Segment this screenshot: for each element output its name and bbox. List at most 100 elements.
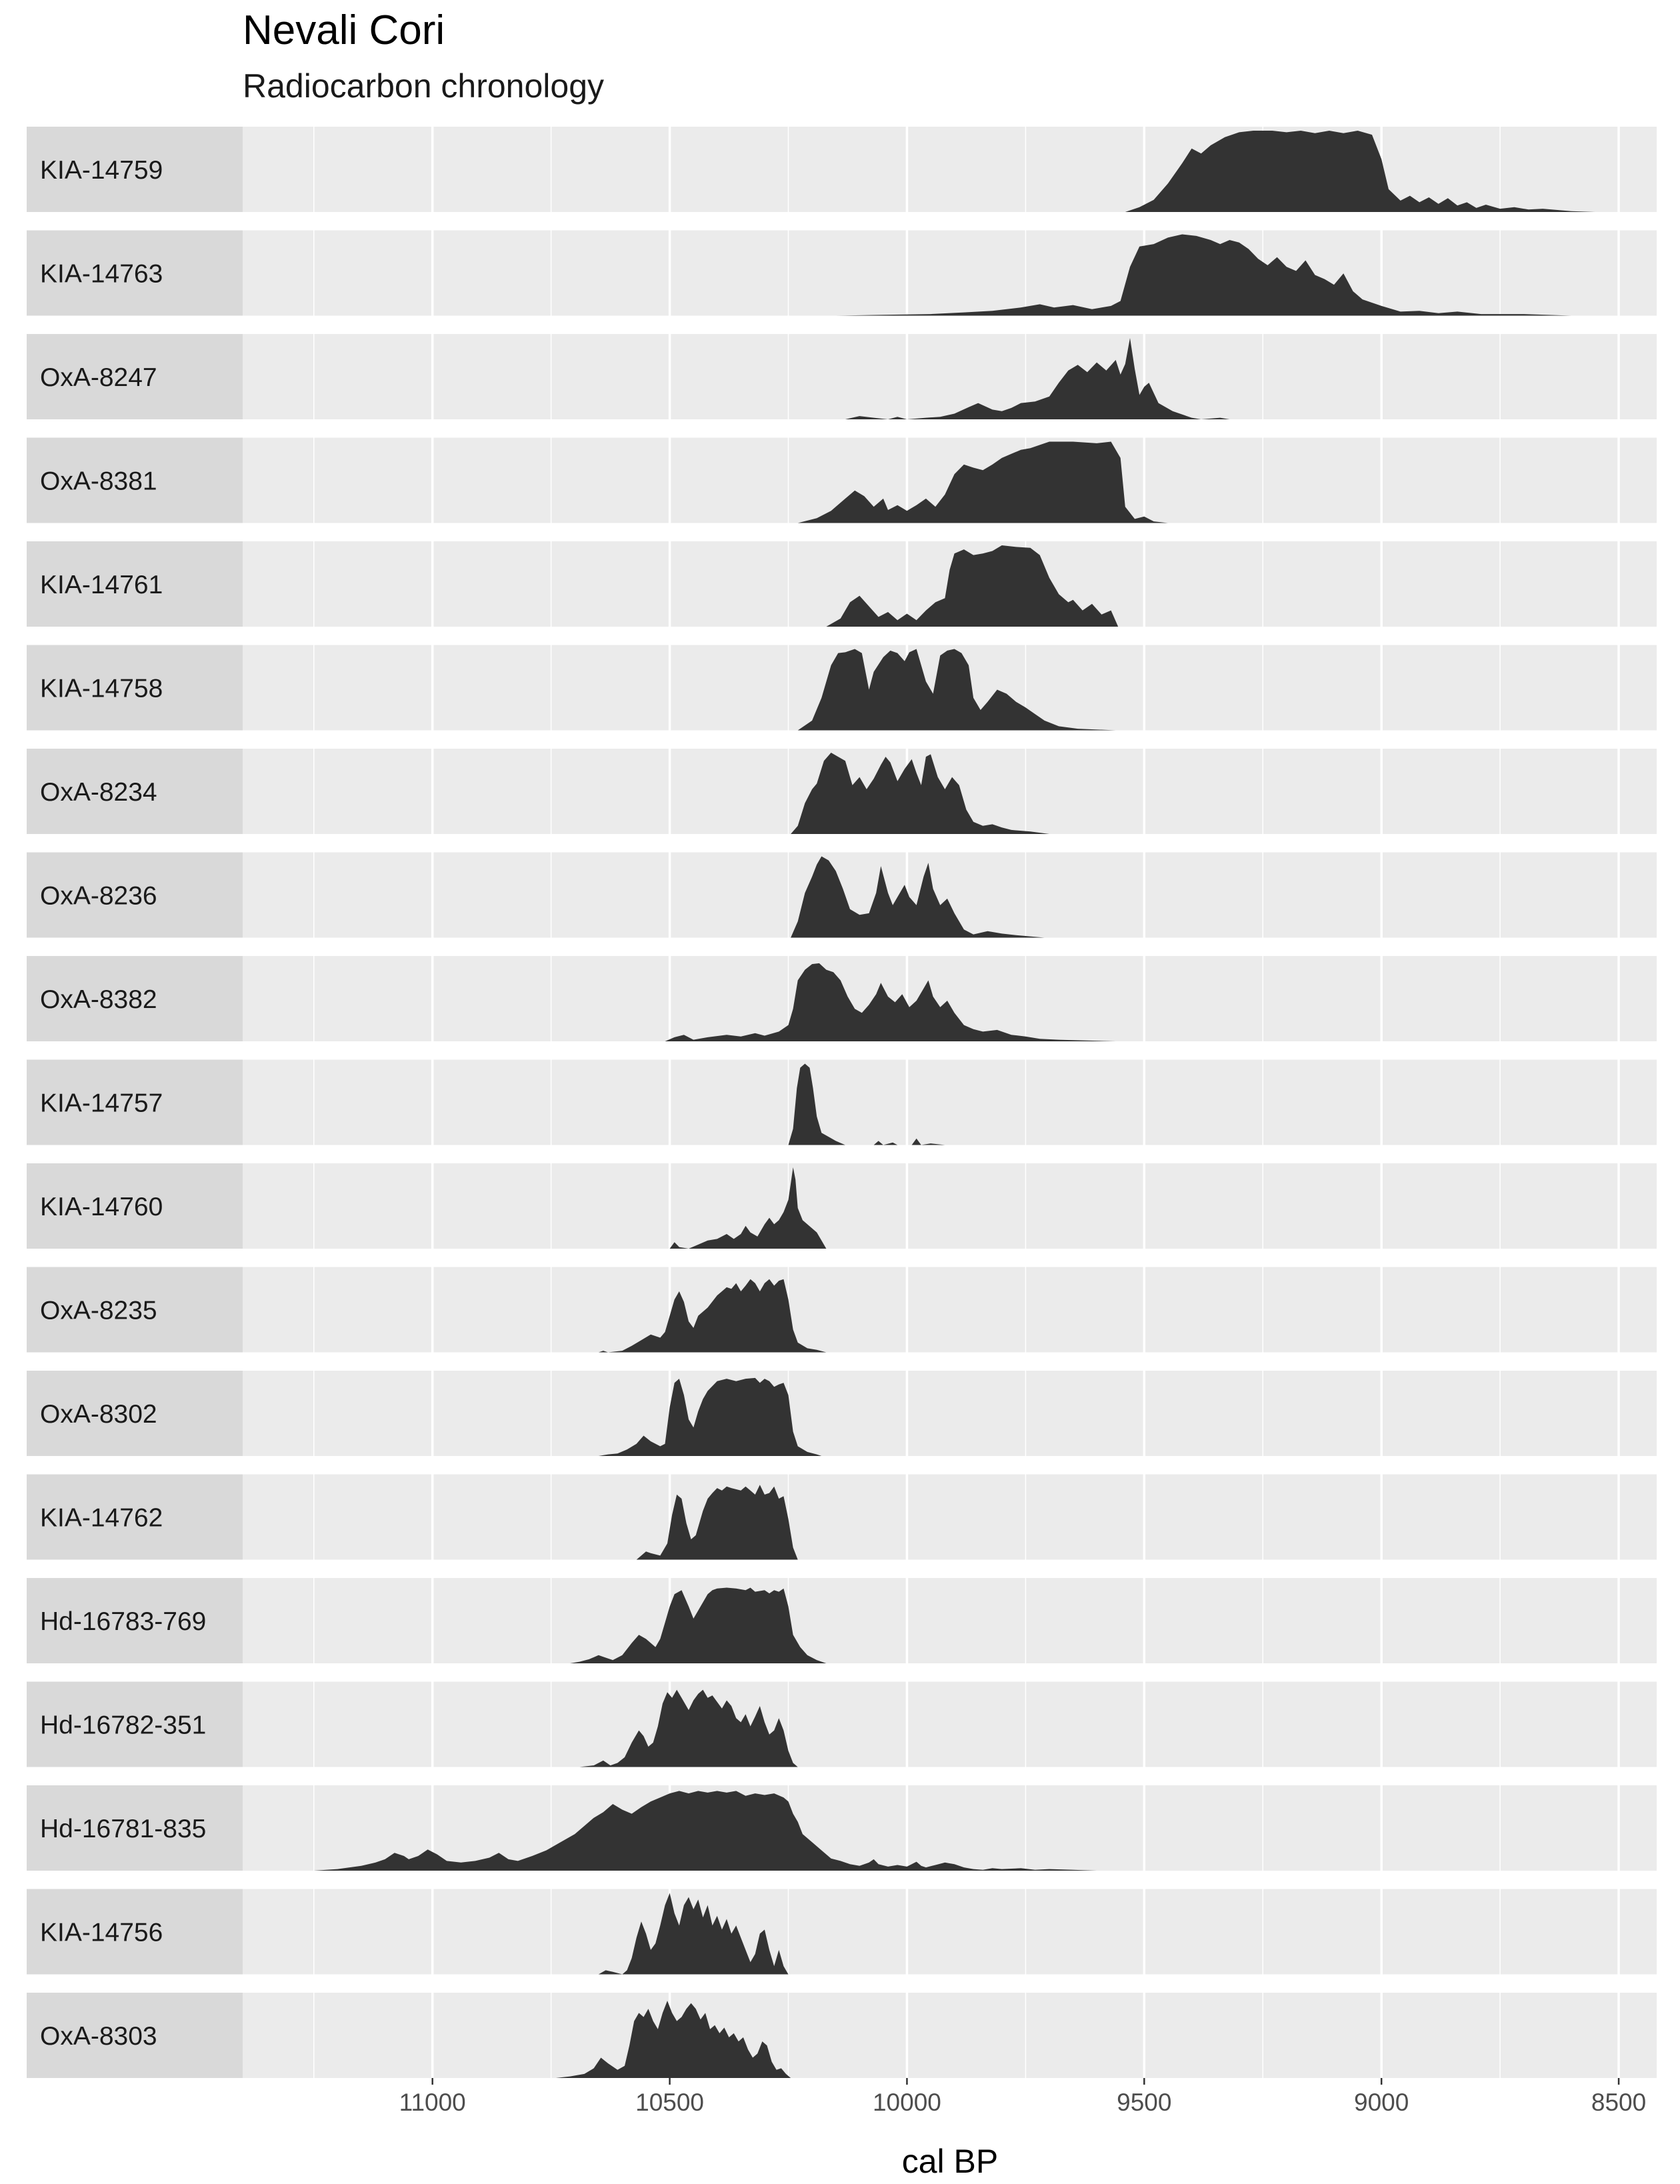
x-tick-label: 8500 [1591,2089,1646,2116]
density-area [797,441,1168,523]
density-area [555,2001,791,2078]
facet-row: KIA-14757 [27,1059,1657,1145]
strip-background [27,541,243,627]
density-area [797,649,1116,731]
panel-background [243,334,1657,419]
strip-label: KIA-14763 [40,260,163,289]
density-area [636,1485,798,1560]
density-area [845,338,1230,419]
strip-background [27,852,243,938]
facet-row: OxA-8381 [27,437,1657,523]
strip-background [27,1889,243,1975]
panel-background [243,1474,1657,1560]
strip-label: OxA-8247 [40,363,157,392]
panel-background [243,1785,1657,1871]
density-area [665,963,1116,1041]
facet-row: OxA-8303 [27,1993,1657,2078]
panel-background [243,1267,1657,1353]
facet-row: KIA-14756 [27,1889,1657,1975]
density-area [598,1279,827,1353]
density-area [835,234,1571,316]
strip-background [27,645,243,731]
panels-layer: KIA-14759 KIA-14763 OxA-8247 OxA-8381 KIA-14… [27,127,1657,2078]
strip-background [27,1059,243,1145]
facet-row: KIA-14762 [27,1474,1657,1560]
strip-label: KIA-14761 [40,571,163,599]
strip-background [27,1371,243,1456]
strip-label: Hd-16782-351 [40,1711,206,1740]
chart-title: Nevali Cori [243,7,445,53]
density-area [313,1791,1097,1871]
panel-background [243,1578,1657,1663]
facet-row: KIA-14760 [27,1163,1657,1249]
panel-background [243,127,1657,212]
density-area [791,856,1045,938]
density-area [598,1377,822,1456]
strip-background [27,1163,243,1249]
strip-background [27,230,243,316]
strip-background [27,1785,243,1871]
strip-label: Hd-16781-835 [40,1815,206,1843]
x-tick-label: 11000 [399,2089,466,2116]
facet-row: KIA-14763 [27,230,1657,316]
facet-row: KIA-14758 [27,645,1657,731]
strip-label: Hd-16783-769 [40,1607,206,1636]
strip-background [27,334,243,419]
panel-background [243,1889,1657,1975]
facet-row: OxA-8234 [27,749,1657,834]
panel-background [243,1059,1657,1145]
panel-background [243,1163,1657,1249]
panel-background [243,230,1657,316]
strip-label: KIA-14759 [40,156,163,185]
facet-row: OxA-8382 [27,956,1657,1041]
strip-label: OxA-8302 [40,1400,157,1429]
strip-background [27,1681,243,1767]
x-axis-title: cal BP [902,2143,999,2180]
chart-subtitle: Radiocarbon chronology [243,67,605,105]
facet-row: OxA-8302 [27,1371,1657,1456]
panel-background [243,1371,1657,1456]
strip-label: KIA-14757 [40,1089,163,1118]
strip-background [27,1474,243,1560]
facet-row: KIA-14761 [27,541,1657,627]
x-tick-label: 10500 [635,2089,704,2116]
density-area [669,1167,827,1249]
strip-label: OxA-8303 [40,2022,157,2051]
strip-label: KIA-14756 [40,1919,163,1947]
facet-row: Hd-16783-769 [27,1578,1657,1663]
strip-background [27,1267,243,1353]
facet-row: OxA-8236 [27,852,1657,938]
strip-background [27,956,243,1041]
strip-label: OxA-8234 [40,778,157,807]
x-tick-label: 10000 [873,2089,941,2116]
density-area [826,545,1119,627]
strip-label: OxA-8382 [40,985,157,1014]
strip-label: KIA-14762 [40,1504,163,1533]
panel-background [243,1681,1657,1767]
strip-label: KIA-14758 [40,675,163,703]
strip-label: OxA-8235 [40,1297,157,1325]
strip-label: OxA-8381 [40,467,157,496]
density-area [598,1893,789,1975]
strip-label: OxA-8236 [40,882,157,911]
strip-background [27,127,243,212]
strip-label: KIA-14760 [40,1193,163,1221]
density-area [1125,131,1595,212]
density-area [791,753,1049,834]
panel-background [243,1993,1657,2078]
x-tick-label: 9000 [1354,2089,1409,2116]
facet-row: Hd-16782-351 [27,1681,1657,1767]
x-axis: 11000 10500 10000 9500 9000 8500 [399,2078,1646,2116]
facet-row: OxA-8247 [27,334,1657,419]
strip-background [27,1993,243,2078]
strip-background [27,437,243,523]
density-area [570,1587,827,1663]
strip-background [27,1578,243,1663]
strip-background [27,749,243,834]
facet-row: OxA-8235 [27,1267,1657,1353]
x-tick-label: 9500 [1117,2089,1171,2116]
density-area [579,1689,798,1767]
facet-row: Hd-16781-835 [27,1785,1657,1871]
facet-row: KIA-14759 [27,127,1657,212]
